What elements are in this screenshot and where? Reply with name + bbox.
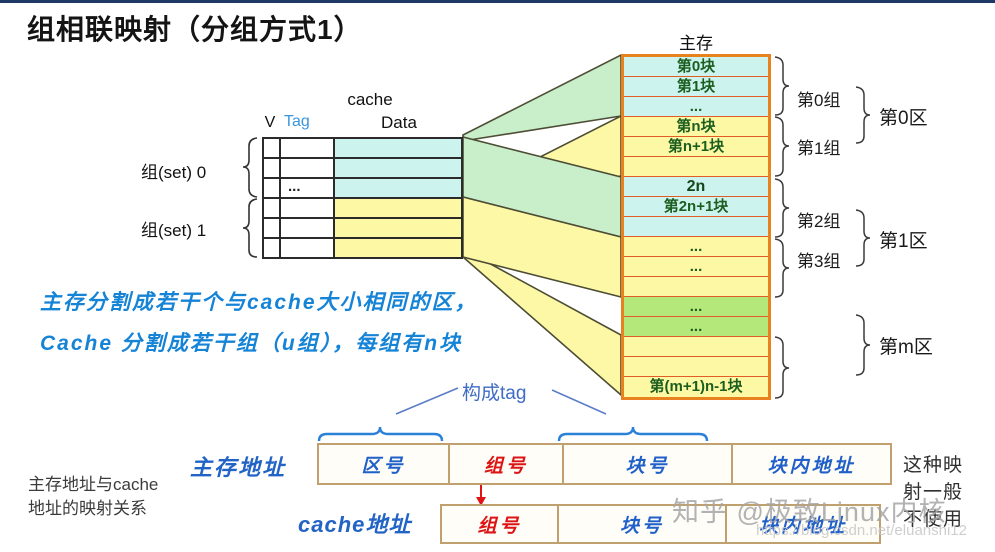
side-note: 这种映 射一般 不使用 [903,452,963,533]
memory-box: 第0块 第1块 ... 第n块 第n+1块 2n 第2n+1块 ... ... … [621,54,771,400]
memory-row [624,217,768,237]
group2-label: 第2组 [797,212,841,231]
region1-label: 第1区 [879,231,928,252]
field-group-number: 组号 [450,445,564,483]
memory-row: ... [624,257,768,277]
cache-col-tag-header: Tag [284,113,310,130]
field-group-number: 组号 [442,506,559,542]
cache-cell-v [263,218,280,238]
memory-row: ... [624,97,768,117]
brace-set1 [242,198,258,258]
field-block-offset: 块内地址 [758,515,847,537]
cache-col-v-header: V [264,114,276,131]
memory-row: 第(m+1)n-1块 [624,377,768,397]
top-rule [0,0,995,3]
cache-title: cache [347,90,393,109]
memory-row: 2n [624,177,768,197]
memory-row: 第2n+1块 [624,197,768,217]
cache-cell-v [263,178,280,198]
field-block-offset: 块内地址 [767,455,856,477]
mapping-caption-line1: 主存地址与cache [28,475,159,494]
side-note-line3: 不使用 [903,509,964,530]
memory-row: 第0块 [624,57,768,77]
memory-row: 第1块 [624,77,768,97]
cache-cell-data [334,218,462,238]
cache-table [262,137,463,259]
main-address-label: 主存地址 [190,455,287,480]
cache-set1-label: 组(set) 1 [141,221,207,240]
memory-row: ... [624,297,768,317]
main-address-table: 区号 组号 块号 块内地址 [317,443,892,485]
memory-row [624,157,768,177]
cache-cell-data [334,198,462,218]
group1-label: 第1组 [797,139,841,158]
cache-cell-v [263,198,280,218]
brace-region1 [855,209,871,267]
brace-group1 [774,116,790,177]
cache-col-data-header: Data [381,113,417,132]
memory-title: 主存 [679,34,713,53]
memory-row: ... [624,317,768,337]
memory-row: 第n+1块 [624,137,768,157]
memory-row [624,337,768,357]
cache-cell-data [334,158,462,178]
cache-cell-tag [280,138,334,158]
cache-cell-tag [280,178,334,198]
brace-region0 [855,86,871,144]
brace-set0 [242,137,258,198]
brace-group0 [774,56,790,116]
brace-group3 [774,238,790,298]
hbrace-block-field [557,426,709,442]
tag-note-line-left [395,387,459,415]
cache-cell-v [263,138,280,158]
cache-cell-data [334,238,462,258]
brace-regionm [855,314,871,376]
field-region-number: 区号 [319,445,450,483]
brace-groupm [774,336,790,399]
note-line2: Cache 分割成若干组（u组），每组有n块 [40,332,463,355]
side-note-line2: 射一般 [903,482,964,503]
note-line1: 主存分割成若干个与cache大小相同的区， [40,291,478,314]
field-block-number: 块号 [559,506,727,542]
memory-row: 第n块 [624,117,768,137]
group-mapping-arrowhead [476,497,486,506]
page-title: 组相联映射（分组方式1） [27,14,363,45]
mapping-caption: 主存地址与cache 地址的映射关系 [28,473,158,521]
cache-cell-tag [280,218,334,238]
side-note-line1: 这种映 [903,455,964,476]
cache-cell-tag [280,238,334,258]
group3-label: 第3组 [797,252,841,271]
cache-cell-v [263,238,280,258]
mapping-caption-line2: 地址的映射关系 [28,499,147,518]
hbrace-region-field [317,426,444,442]
memory-row [624,277,768,297]
cache-address-label: cache地址 [298,512,412,537]
cache-cell-v [263,158,280,178]
field-block-number: 块号 [564,445,733,483]
tag-note: 构成tag [462,383,527,404]
group0-label: 第0组 [797,91,841,110]
cache-cell-data [334,178,462,198]
region0-label: 第0区 [879,108,928,129]
cache-cell-tag [280,198,334,218]
cache-cell-tag [280,158,334,178]
memory-row [624,357,768,377]
cache-tag-ellipsis: ... [288,178,301,195]
cache-set0-label: 组(set) 0 [141,163,207,182]
memory-row: ... [624,237,768,257]
cache-address-table: 组号 块号 块内地址 [440,504,881,544]
tag-note-line-right [551,389,607,415]
cache-cell-data [334,138,462,158]
watermark-text: 知乎 @极致Linux内核 [672,497,947,527]
watermark-url: https://blog.csdn.net/eluanshi12 [756,522,967,539]
regionm-label: 第m区 [879,337,933,358]
brace-group2 [774,178,790,238]
